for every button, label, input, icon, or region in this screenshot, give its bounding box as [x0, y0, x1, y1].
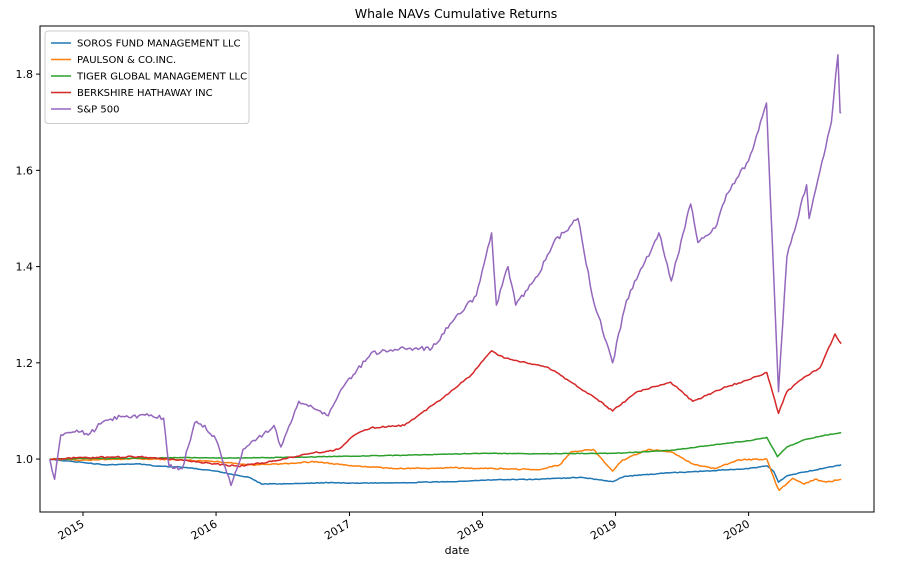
series-line — [49, 458, 842, 485]
series-line — [49, 333, 842, 468]
legend: SOROS FUND MANAGEMENT LLC PAULSON & CO.IN… — [44, 30, 250, 124]
plot-lines — [49, 54, 842, 492]
legend-frame — [44, 30, 250, 124]
y-tick-label: 1.6 — [16, 164, 34, 177]
legend-entry-label: SOROS FUND MANAGEMENT LLC — [77, 39, 241, 50]
legend-entry-label: TIGER GLOBAL MANAGEMENT LLC — [76, 72, 247, 83]
y-tick-label: 1.8 — [16, 68, 34, 81]
x-axis-label: date — [445, 544, 470, 557]
y-tick-label: 1.0 — [16, 453, 34, 466]
y-tick-label: 1.4 — [16, 261, 34, 274]
plot-frame — [39, 25, 875, 513]
chart-title: Whale NAVs Cumulative Returns — [355, 6, 558, 21]
legend-entry-label: S&P 500 — [77, 105, 119, 116]
legend-entry-label: PAULSON & CO.INC. — [77, 55, 176, 66]
y-tick-label: 1.2 — [16, 357, 34, 370]
y-axis: 1.0 1.2 1.4 1.6 1.8 — [16, 68, 40, 466]
series-line — [49, 431, 842, 460]
legend-entry-label: BERKSHIRE HATHAWAY INC — [77, 88, 213, 99]
series-line — [49, 54, 842, 487]
